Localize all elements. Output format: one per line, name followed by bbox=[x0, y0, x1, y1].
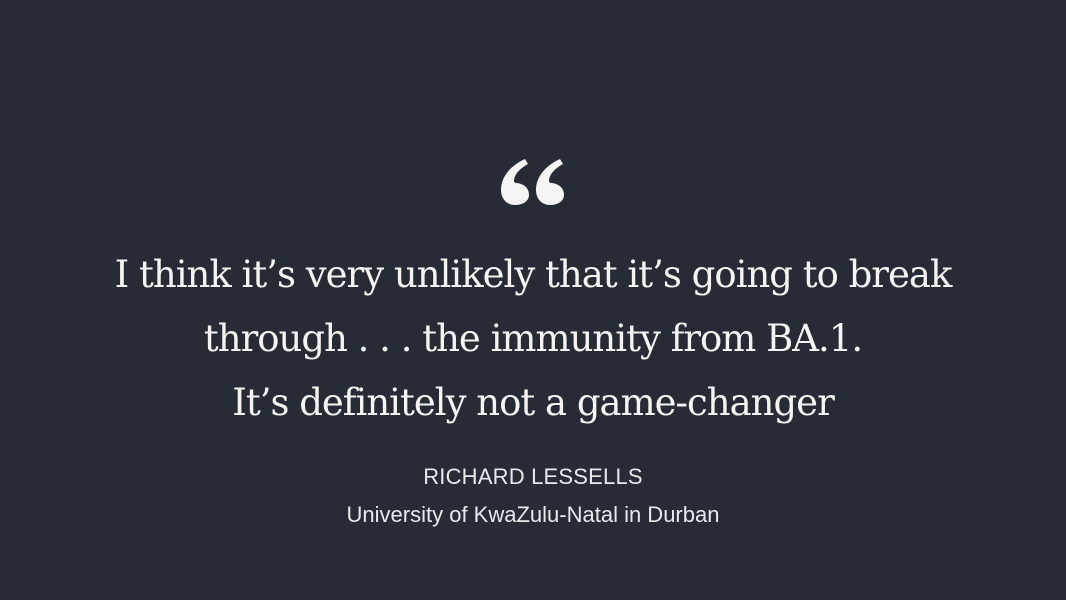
quote-line-2: through . . . the immunity from BA.1. bbox=[203, 317, 863, 360]
speaker-name: RICHARD LESSELLS bbox=[423, 464, 643, 489]
quote-line-3: It’s definitely not a game-changer bbox=[232, 381, 835, 424]
quote-line-1: I think it’s very unlikely that it’s goi… bbox=[114, 253, 953, 296]
quote-text: I think it’s very unlikely that it’s goi… bbox=[40, 243, 1026, 435]
quotation-mark-icon bbox=[0, 158, 1066, 206]
speaker-affiliation: University of KwaZulu-Natal in Durban bbox=[346, 502, 720, 527]
